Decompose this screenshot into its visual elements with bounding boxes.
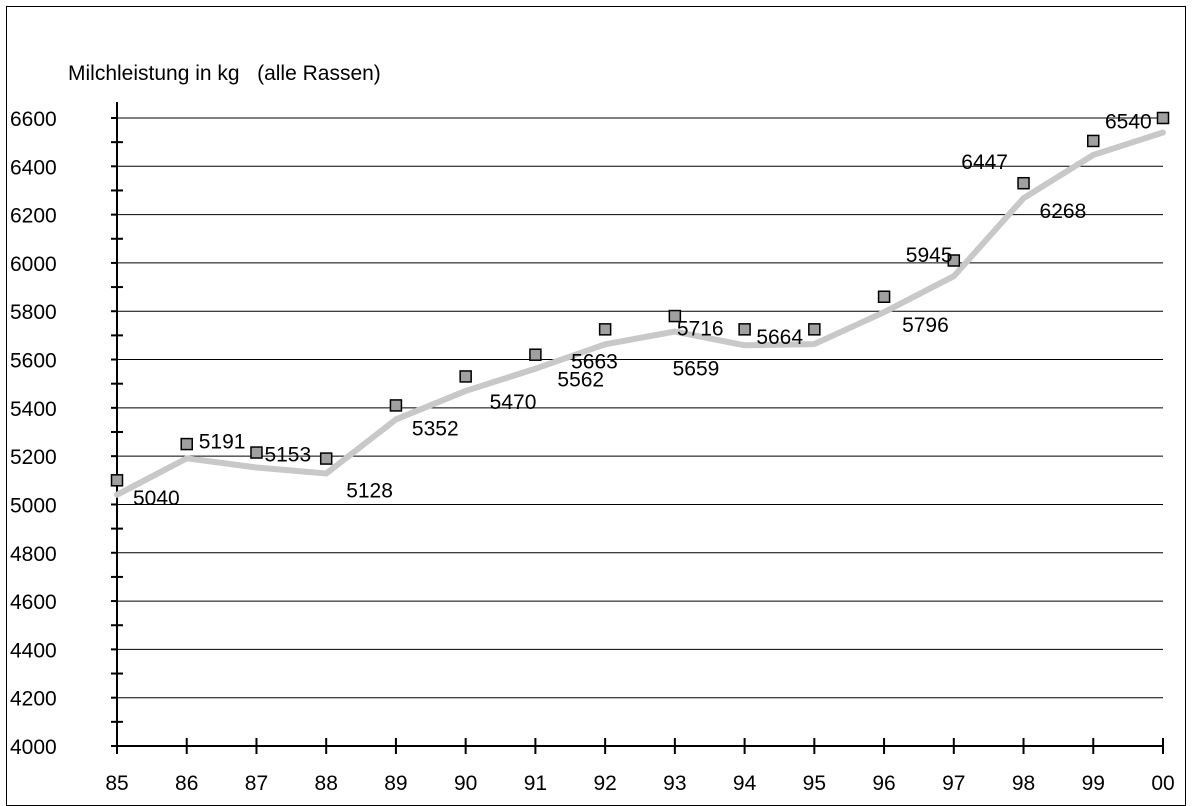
- x-tick-label: 89: [384, 772, 407, 795]
- y-tick-label: 4600: [10, 591, 57, 614]
- data-label: 5945: [906, 244, 953, 267]
- data-label: 5716: [677, 318, 724, 341]
- y-tick-label: 4800: [10, 543, 57, 566]
- x-tick-label: 98: [1012, 772, 1035, 795]
- x-tick-label: 95: [803, 772, 826, 795]
- y-tick-label: 6600: [10, 108, 57, 131]
- data-label: 5664: [756, 326, 803, 349]
- x-tick-label: 93: [663, 772, 686, 795]
- data-label: 5352: [412, 417, 459, 440]
- data-point-marker: [1156, 111, 1170, 125]
- data-point-marker: [1017, 176, 1030, 190]
- data-point-marker: [598, 323, 612, 336]
- data-point-marker: [1087, 134, 1100, 148]
- x-tick-label: 87: [245, 772, 268, 795]
- data-label: 5128: [346, 480, 393, 503]
- y-tick-label: 6400: [10, 156, 57, 179]
- data-point-marker: [668, 309, 682, 323]
- y-tick-label: 5400: [10, 398, 57, 421]
- x-tick-label: 96: [872, 772, 895, 795]
- data-label: 5796: [902, 314, 949, 337]
- data-point-marker: [319, 452, 333, 465]
- y-tick-label: 4200: [10, 688, 57, 711]
- data-label: 6447: [961, 151, 1008, 174]
- y-tick-label: 5800: [10, 301, 57, 324]
- x-tick-label: 92: [593, 772, 616, 795]
- series-line: [114, 129, 1166, 498]
- x-tick-label: 97: [942, 772, 965, 795]
- x-tick-label: 91: [524, 772, 547, 795]
- data-point-marker: [250, 446, 263, 459]
- x-tick-label: 85: [105, 772, 128, 795]
- data-point-marker: [947, 254, 961, 267]
- x-tick-label: 88: [315, 772, 338, 795]
- x-tick-label: 90: [454, 772, 477, 795]
- data-point-marker: [389, 399, 403, 412]
- data-point-marker: [738, 323, 751, 336]
- y-tick-label: 5200: [10, 446, 57, 469]
- data-point-marker: [877, 290, 891, 303]
- y-tick-labels: 4000 4200 4400 4600 4800 5000 5200 5400 5600 5800…: [10, 108, 57, 759]
- data-label: 5470: [490, 391, 537, 414]
- data-label: 5659: [673, 357, 720, 380]
- x-tick-label: 99: [1082, 772, 1105, 795]
- x-tick-label: 94: [733, 772, 757, 795]
- data-point-marker: [459, 370, 472, 383]
- data-label: 5191: [199, 430, 246, 453]
- y-tick-label: 5600: [10, 350, 57, 373]
- data-label: 6540: [1105, 110, 1152, 133]
- y-tick-label: 6200: [10, 205, 57, 228]
- data-point-marker: [110, 474, 124, 487]
- y-tick-label: 4000: [10, 736, 57, 759]
- data-label: 5562: [557, 369, 604, 392]
- data-label: 5153: [264, 444, 311, 467]
- y-tick-label: 6000: [10, 253, 57, 276]
- y-tick-label: 4400: [10, 639, 57, 662]
- gridlines: [117, 117, 1163, 699]
- series-line-group: [114, 129, 1166, 498]
- data-point-marker: [529, 348, 542, 361]
- data-label: 5040: [133, 487, 180, 510]
- x-tick-labels: 85 86 87 88 89 90 91 92 93 94 95 96 97 98 99 00: [105, 772, 1174, 795]
- series-marker-group: [110, 111, 1170, 487]
- data-point-marker: [180, 437, 193, 451]
- data-point-marker: [808, 323, 821, 336]
- data-label: 6268: [1040, 200, 1087, 223]
- y-tick-label: 5000: [10, 494, 57, 517]
- axes: [111, 102, 1164, 754]
- y-axis-title: Milchleistung in kg (alle Rassen): [68, 62, 381, 85]
- x-tick-label: 00: [1151, 772, 1174, 795]
- data-label: 5663: [571, 350, 618, 373]
- x-tick-label: 86: [175, 772, 198, 795]
